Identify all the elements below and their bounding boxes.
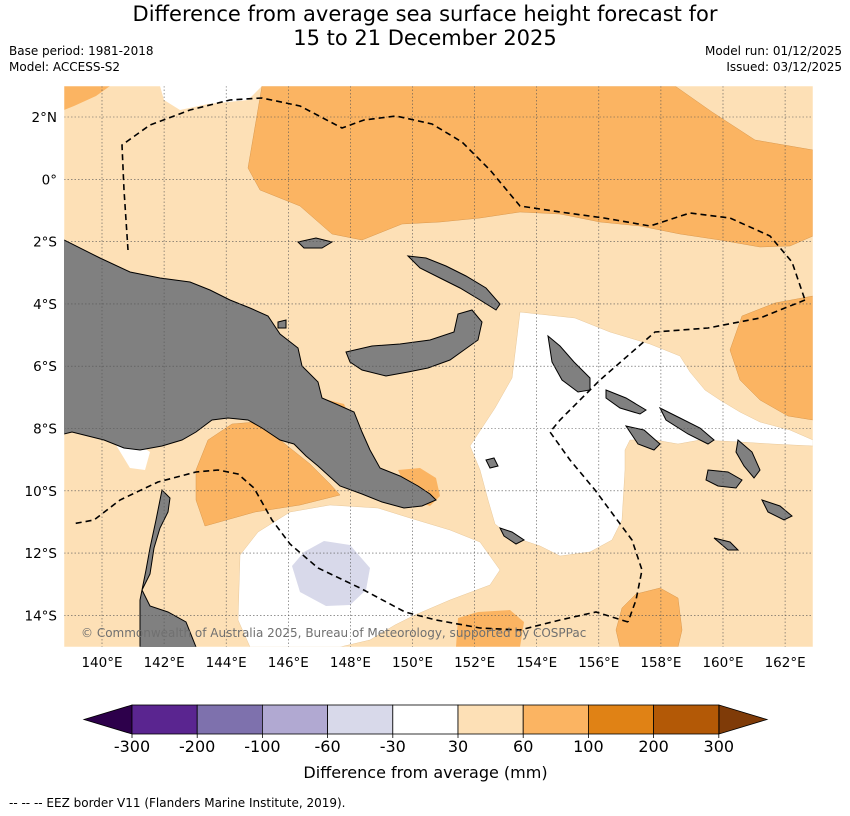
issued-date: Issued: 03/12/2025 <box>726 60 842 74</box>
eez-border-solomons-east <box>548 299 806 623</box>
band-neutral-north <box>160 86 262 110</box>
colorbar-tick-label: 200 <box>638 737 669 756</box>
colorbar-title: Difference from average (mm) <box>303 763 547 782</box>
lon-tick-label: 142°E <box>144 655 185 671</box>
lat-tick-label: 0° <box>42 172 57 188</box>
lon-tick-label: 158°E <box>640 655 681 671</box>
land-solomons-1 <box>605 389 647 415</box>
eez-borders <box>71 97 806 631</box>
land-new-ireland <box>406 255 501 311</box>
lat-tick-label: 2°S <box>33 235 57 251</box>
meta-right: Model run: 01/12/2025 Issued: 03/12/2025 <box>705 43 842 75</box>
land-islet-4 <box>485 457 499 469</box>
lat-tick-label: 4°S <box>33 297 57 313</box>
colorbar-segment <box>196 704 263 735</box>
colorbar-segment <box>653 704 720 735</box>
land-manus <box>297 237 334 249</box>
lat-tick-label: 6°S <box>33 359 57 375</box>
lon-tick-label: 160°E <box>702 655 743 671</box>
map-title: Difference from average sea surface heig… <box>0 2 850 50</box>
lon-tick-label: 156°E <box>578 655 619 671</box>
colorbar-tick-label: 300 <box>704 737 735 756</box>
colorbar: -300 -200 -100 -60 -30 30 60 100 200 300 Differen… <box>82 704 769 782</box>
title-line-2: 15 to 21 December 2025 <box>293 26 557 50</box>
band-neutral-south <box>237 504 501 647</box>
land-new-britain <box>345 309 483 377</box>
lon-tick-label: 150°E <box>392 655 433 671</box>
land-cape-york <box>139 488 197 647</box>
band-60-100-east <box>729 295 813 421</box>
lon-tick-label: 152°E <box>454 655 495 671</box>
eez-legend: -- -- -- EEZ border V11 (Flanders Marine… <box>9 796 346 810</box>
lon-tick-label: 146°E <box>268 655 309 671</box>
colorbar-tick-label: -100 <box>244 737 280 756</box>
copyright-text: © Commonwealth of Australia 2025, Bureau… <box>81 626 586 640</box>
lon-tick-label: 140°E <box>81 655 122 671</box>
colorbar-tick-label: -60 <box>315 737 341 756</box>
map-figure: © Commonwealth of Australia 2025, Bureau… <box>25 85 814 782</box>
band-60-100-gulf <box>195 421 341 527</box>
base-period: Base period: 1981-2018 <box>9 44 154 58</box>
colorbar-tick-label: 60 <box>513 737 533 756</box>
land-solomons-4 <box>735 439 761 479</box>
land-islet-2 <box>713 537 740 551</box>
land-islet-3 <box>277 319 287 329</box>
colorbar-segment <box>392 704 459 735</box>
lon-tick-label: 144°E <box>206 655 247 671</box>
lat-tick-label: 10°S <box>25 484 58 500</box>
lat-axis: 2°N 0° 2°S 4°S 6°S 8°S 10°S 12°S 14°S <box>25 110 58 624</box>
land-solomons-6 <box>761 499 793 521</box>
lon-tick-label: 148°E <box>330 655 371 671</box>
model-name: Model: ACCESS-S2 <box>9 60 121 74</box>
colorbar-tick-label: 100 <box>573 737 604 756</box>
land-new-guinea <box>64 239 437 509</box>
band-60-100-west <box>64 86 110 110</box>
colorbar-tick-label: -30 <box>380 737 406 756</box>
colorbar-segment <box>131 704 198 735</box>
lat-tick-label: 14°S <box>25 608 58 624</box>
lon-tick-label: 154°E <box>516 655 557 671</box>
colorbar-tick-label: -300 <box>114 737 150 756</box>
colorbar-segment <box>457 704 524 735</box>
land-islet-1 <box>499 527 525 545</box>
lat-tick-label: 8°S <box>33 422 57 438</box>
colorbar-segment <box>588 704 655 735</box>
map-plot-area: © Commonwealth of Australia 2025, Bureau… <box>64 86 813 647</box>
colorbar-segment <box>261 704 328 735</box>
graticule <box>64 86 813 647</box>
colorbar-tick-label: -200 <box>179 737 215 756</box>
band-60-100-se <box>615 587 683 647</box>
lon-tick-label: 162°E <box>765 655 806 671</box>
colorbar-segment <box>522 704 589 735</box>
land-solomons-3 <box>624 425 661 451</box>
model-run: Model run: 01/12/2025 <box>704 44 842 58</box>
colorbar-segment <box>327 704 394 735</box>
meta-left: Base period: 1981-2018 Model: ACCESS-S2 <box>9 43 154 75</box>
colorbar-extend-high <box>718 704 769 735</box>
eez-border-png-north <box>121 97 806 301</box>
band-60-100-north <box>247 86 813 248</box>
map-frame <box>63 85 814 648</box>
colorbar-extend-low <box>82 704 133 735</box>
colorbar-tick-label: 30 <box>448 737 468 756</box>
land-solomons-5 <box>705 469 743 489</box>
land-solomons-2 <box>658 406 715 445</box>
title-line-1: Difference from average sea surface heig… <box>132 2 718 26</box>
lon-axis: 140°E 142°E 144°E 146°E 148°E 150°E 152°E 154°E… <box>81 655 805 671</box>
lat-tick-label: 2°N <box>32 110 57 126</box>
eez-border-png-south <box>71 469 629 631</box>
lat-tick-label: 12°S <box>25 546 58 562</box>
